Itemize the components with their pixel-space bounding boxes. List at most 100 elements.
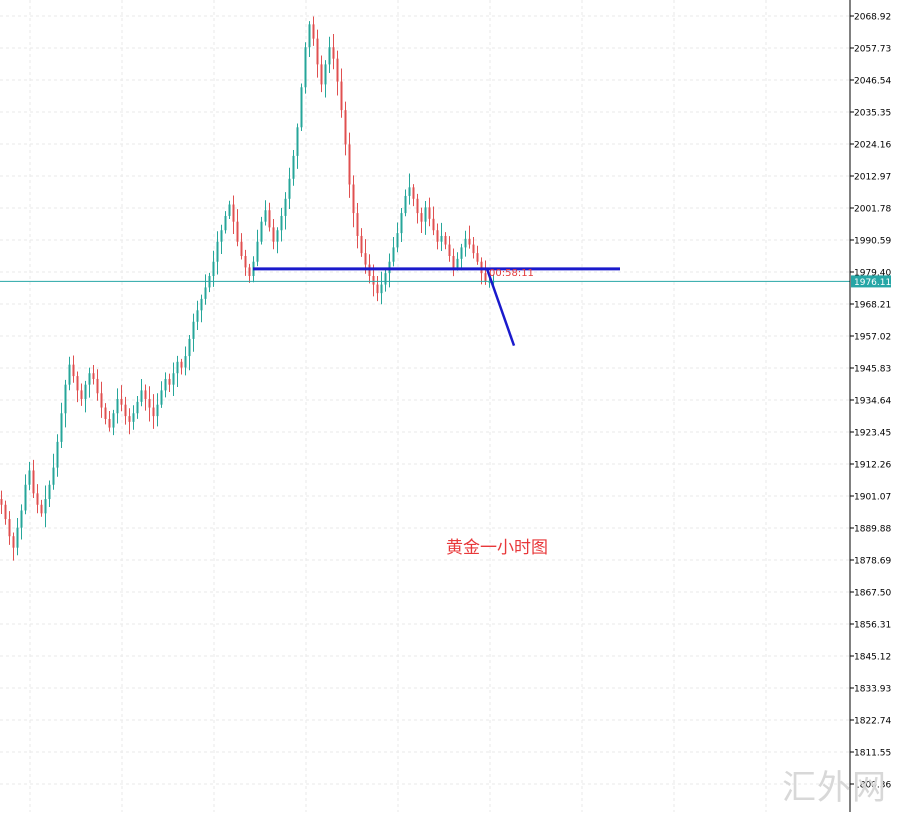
candle bbox=[376, 275, 379, 302]
candle bbox=[432, 206, 435, 236]
candle bbox=[96, 369, 99, 401]
candle bbox=[152, 394, 155, 429]
candle bbox=[128, 408, 131, 435]
candle-body bbox=[392, 247, 395, 262]
candle-body bbox=[84, 384, 87, 399]
candle bbox=[196, 300, 199, 330]
candle bbox=[420, 207, 423, 233]
candle-body bbox=[100, 393, 103, 408]
candle-body bbox=[276, 230, 279, 242]
candle-body bbox=[400, 213, 403, 234]
candle bbox=[8, 511, 11, 545]
user-drawings[interactable] bbox=[253, 267, 620, 347]
price-tick-label: 1912.26 bbox=[854, 461, 891, 471]
candle-body bbox=[256, 241, 259, 262]
candle bbox=[60, 402, 63, 448]
candle-body bbox=[360, 235, 363, 254]
candle-body bbox=[92, 373, 95, 379]
candle-body bbox=[136, 401, 139, 414]
candle bbox=[344, 101, 347, 156]
candle-body bbox=[300, 87, 303, 128]
candle bbox=[240, 233, 243, 260]
candle-body bbox=[464, 238, 467, 248]
candle-body bbox=[160, 390, 163, 405]
price-tick-label: 2012.97 bbox=[854, 173, 891, 183]
price-tick-label: 1845.12 bbox=[854, 653, 891, 663]
candlesticks bbox=[0, 16, 495, 561]
candle-body bbox=[372, 276, 375, 285]
chart-title: 黄金一小时图 bbox=[446, 538, 548, 558]
candle bbox=[460, 243, 463, 271]
candle-body bbox=[228, 204, 231, 216]
candle bbox=[176, 355, 179, 388]
candle bbox=[324, 60, 327, 98]
candle-body bbox=[204, 287, 207, 299]
candle bbox=[220, 224, 223, 255]
candle bbox=[48, 480, 51, 508]
candle bbox=[208, 272, 211, 293]
candle-body bbox=[284, 198, 287, 216]
candle-body bbox=[460, 247, 463, 259]
candle bbox=[72, 355, 75, 383]
candle bbox=[32, 459, 35, 499]
candle-body bbox=[248, 267, 251, 277]
candle bbox=[192, 313, 195, 352]
price-tick-label: 2068.92 bbox=[854, 13, 891, 23]
candle-body bbox=[456, 258, 459, 268]
candle-body bbox=[56, 441, 59, 468]
candle bbox=[228, 200, 231, 220]
candle-body bbox=[12, 536, 15, 548]
candle bbox=[412, 184, 415, 207]
candle-body bbox=[148, 398, 151, 408]
candle bbox=[380, 271, 383, 305]
candle bbox=[68, 356, 71, 391]
candle-body bbox=[224, 215, 227, 231]
candle bbox=[280, 207, 283, 242]
candle-body bbox=[192, 321, 195, 339]
price-tick-label: 2024.16 bbox=[854, 141, 891, 151]
price-tick-label: 1923.45 bbox=[854, 429, 891, 439]
candle-body bbox=[424, 207, 427, 222]
candle bbox=[316, 29, 319, 78]
candle-body bbox=[348, 144, 351, 185]
candle bbox=[40, 499, 43, 517]
candle bbox=[336, 50, 339, 96]
grid bbox=[0, 0, 850, 812]
candle-body bbox=[356, 213, 359, 236]
candle-body bbox=[436, 230, 439, 242]
candle-body bbox=[20, 510, 23, 528]
price-tick-label: 1889.88 bbox=[854, 525, 891, 535]
price-axis[interactable]: 2068.92 2057.73 2046.54 2035.35 2024.16 2012.… bbox=[849, 0, 912, 812]
candle bbox=[416, 193, 419, 224]
candle bbox=[212, 250, 215, 287]
candle-body bbox=[172, 373, 175, 385]
price-tick-label: 1800.36 bbox=[854, 781, 891, 791]
candle bbox=[44, 485, 47, 528]
price-tick-label: 1856.31 bbox=[854, 621, 891, 631]
candle-body bbox=[60, 413, 63, 442]
candle bbox=[264, 200, 267, 226]
candle-body bbox=[180, 361, 183, 368]
candle-body bbox=[332, 47, 335, 59]
candle bbox=[328, 36, 331, 73]
candle bbox=[284, 192, 287, 230]
price-tick-label: 1934.64 bbox=[854, 397, 891, 407]
candle-body bbox=[124, 404, 127, 417]
candle bbox=[300, 83, 303, 131]
candle-body bbox=[120, 398, 123, 405]
candle-body bbox=[36, 493, 39, 505]
candle bbox=[384, 269, 387, 292]
candle-body bbox=[420, 213, 423, 222]
candle bbox=[132, 405, 135, 430]
candle-body bbox=[48, 484, 51, 500]
candle-body bbox=[156, 404, 159, 417]
candle-body bbox=[64, 384, 67, 414]
candle bbox=[216, 231, 219, 275]
candle-body bbox=[376, 284, 379, 294]
candle bbox=[424, 201, 427, 235]
candle bbox=[476, 245, 479, 265]
candle-body bbox=[396, 233, 399, 248]
candle-body bbox=[4, 504, 7, 520]
